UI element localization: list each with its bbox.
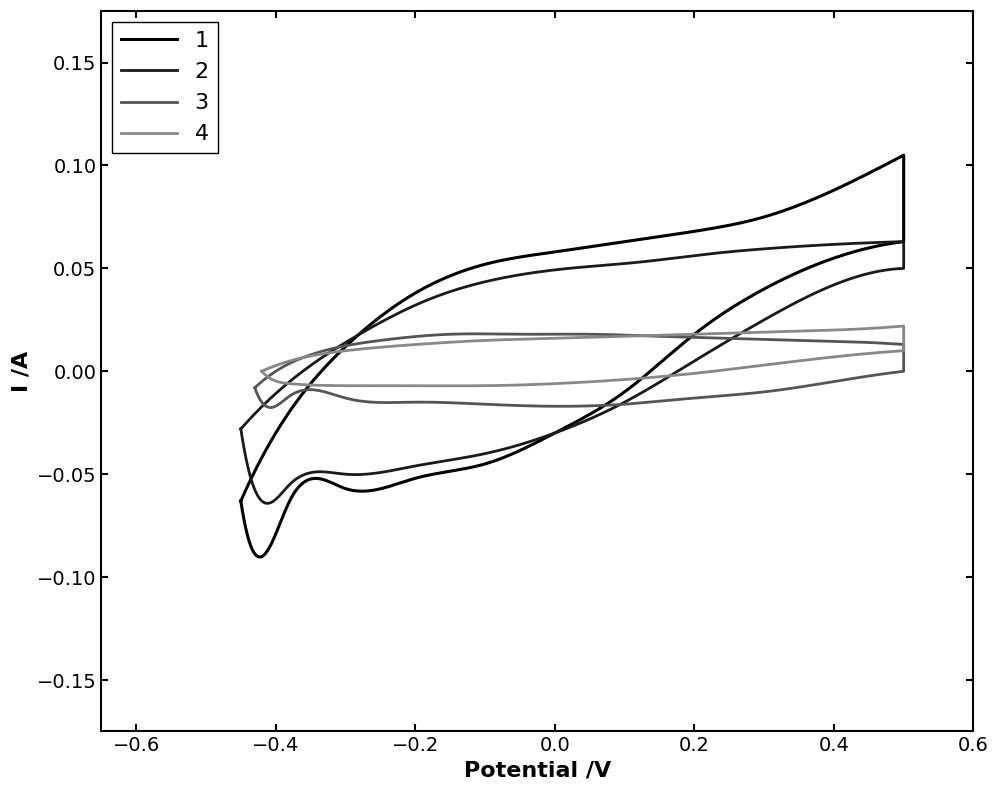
1 [253,552,265,562]
1 [429,278,441,287]
4 [726,364,738,374]
1 [720,307,732,316]
3 [249,383,261,393]
4 [430,338,442,348]
1 [585,242,597,251]
2 [261,499,273,508]
4 [841,325,853,334]
2 [414,299,426,308]
4 [444,337,456,347]
Line: 3: 3 [255,334,904,408]
4 [898,322,910,331]
X-axis label: Potential /V: Potential /V [464,761,611,781]
1 [235,497,247,506]
2 [235,425,247,434]
3 [470,329,482,339]
3 [439,329,451,339]
4 [595,333,607,342]
Line: 2: 2 [241,242,904,504]
4 [264,373,276,383]
2 [429,292,441,302]
3 [724,390,736,400]
3 [249,383,261,393]
1 [840,180,852,189]
3 [424,330,436,340]
2 [898,237,910,246]
4 [256,367,268,376]
1 [898,150,910,160]
Line: 1: 1 [241,155,904,557]
3 [842,337,854,346]
1 [243,536,255,546]
3 [257,399,269,409]
4 [256,367,268,376]
2 [840,239,852,249]
2 [235,425,247,434]
Line: 4: 4 [262,326,904,386]
1 [235,497,247,506]
2 [585,261,597,271]
2 [243,467,255,477]
1 [414,285,426,295]
3 [594,329,606,339]
Legend: 1, 2, 3, 4: 1, 2, 3, 4 [112,22,218,154]
Y-axis label: I /A: I /A [11,351,31,392]
2 [720,337,732,347]
3 [265,403,277,413]
4 [454,381,466,390]
